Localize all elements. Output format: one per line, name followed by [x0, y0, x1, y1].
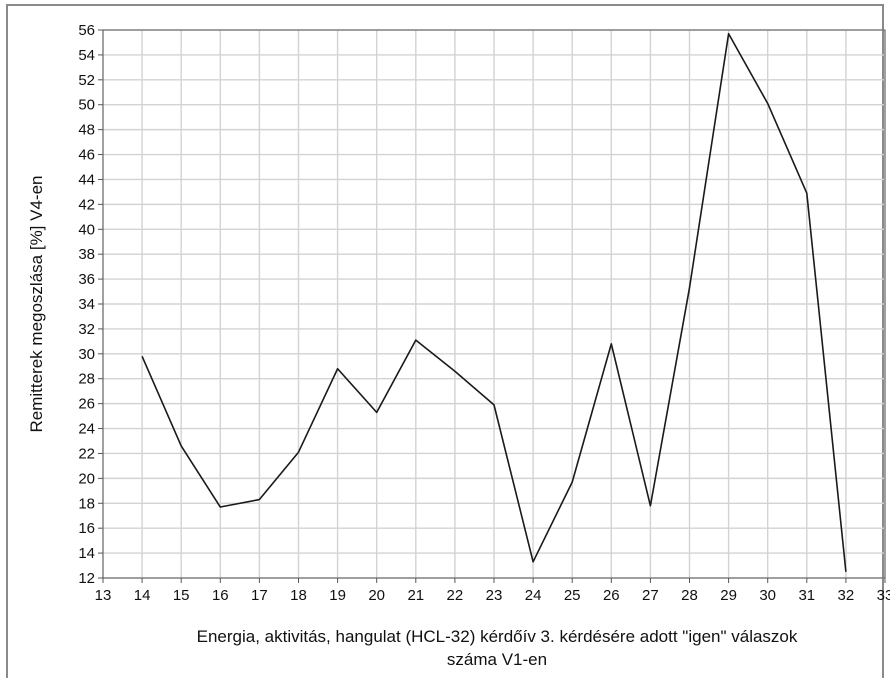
- y-tick-label: 42: [78, 196, 95, 213]
- x-tick-label: 20: [368, 587, 385, 604]
- x-tick-label: 13: [95, 587, 112, 604]
- x-tick-label: 18: [290, 587, 307, 604]
- x-axis-label-line-1: Energia, aktivitás, hangulat (HCL-32) ké…: [197, 627, 798, 646]
- x-tick-label: 23: [486, 587, 503, 604]
- x-tick-label: 26: [603, 587, 620, 604]
- x-axis-label-line-2: száma V1-en: [447, 650, 547, 669]
- y-tick-label: 44: [78, 171, 95, 188]
- x-axis-ticks: 13 14 15 16 17 18 19 20 21 22 23 24 25 26 27 28 29 30 31 32…: [95, 578, 890, 604]
- y-tick-label: 38: [78, 246, 95, 263]
- y-tick-label: 32: [78, 321, 95, 338]
- y-tick-label: 54: [78, 47, 95, 64]
- y-tick-label: 34: [78, 296, 95, 313]
- x-tick-label: 21: [407, 587, 424, 604]
- x-tick-label: 31: [798, 587, 815, 604]
- data-point: [610, 343, 612, 345]
- y-tick-label: 36: [78, 271, 95, 288]
- data-point: [180, 445, 182, 447]
- x-tick-label: 22: [447, 587, 464, 604]
- y-tick-label: 14: [78, 545, 95, 562]
- y-tick-label: 50: [78, 97, 95, 114]
- y-tick-label: 52: [78, 72, 95, 89]
- y-tick-label: 48: [78, 122, 95, 139]
- y-tick-label: 30: [78, 346, 95, 363]
- x-tick-label: 16: [212, 587, 229, 604]
- data-point: [337, 368, 339, 370]
- y-tick-label: 24: [78, 421, 95, 438]
- x-tick-label: 17: [251, 587, 268, 604]
- data-point: [376, 411, 378, 413]
- y-tick-label: 12: [78, 570, 95, 587]
- x-tick-label: 19: [329, 587, 346, 604]
- x-tick-label: 30: [759, 587, 776, 604]
- data-point: [689, 287, 691, 289]
- data-point: [767, 102, 769, 104]
- y-tick-label: 28: [78, 371, 95, 388]
- y-tick-label: 26: [78, 396, 95, 413]
- y-tick-label: 18: [78, 495, 95, 512]
- y-tick-label: 16: [78, 520, 95, 537]
- data-point: [649, 505, 651, 507]
- data-point: [219, 506, 221, 508]
- x-tick-label: 14: [134, 587, 151, 604]
- y-tick-label: 22: [78, 445, 95, 462]
- data-point: [415, 339, 417, 341]
- y-axis-ticks: 12 14 16 18 20 22 24 26 28 30 32 34 36 38 40 42 44 46 48 50…: [78, 22, 103, 587]
- y-tick-label: 46: [78, 147, 95, 164]
- data-point: [493, 404, 495, 406]
- data-point: [532, 561, 534, 563]
- data-point: [298, 451, 300, 453]
- x-tick-label: 24: [525, 587, 542, 604]
- data-point: [258, 499, 260, 501]
- y-axis-label: Remitterek megoszlása [%] V4-en: [27, 176, 46, 433]
- x-tick-label: 27: [642, 587, 659, 604]
- x-tick-label: 29: [720, 587, 737, 604]
- data-point: [806, 192, 808, 194]
- x-tick-label: 28: [681, 587, 698, 604]
- data-point: [571, 481, 573, 483]
- data-point: [845, 571, 847, 573]
- x-tick-label: 15: [173, 587, 190, 604]
- data-point: [728, 33, 730, 35]
- y-tick-label: 56: [78, 22, 95, 39]
- data-point: [141, 355, 143, 357]
- x-tick-label: 33: [877, 587, 890, 604]
- grid-lines: [103, 30, 885, 578]
- y-tick-label: 20: [78, 470, 95, 487]
- y-tick-label: 40: [78, 221, 95, 238]
- data-point: [454, 370, 456, 372]
- x-tick-label: 25: [564, 587, 581, 604]
- x-tick-label: 32: [838, 587, 855, 604]
